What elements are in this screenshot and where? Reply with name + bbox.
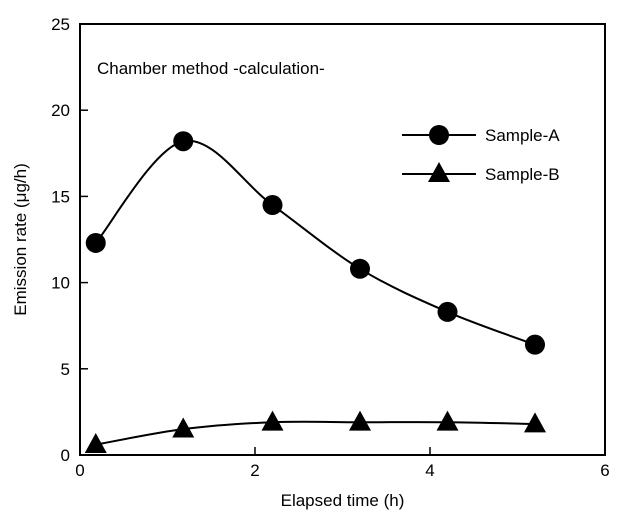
series-markers	[84, 131, 546, 454]
data-point-sample-b	[172, 417, 195, 438]
axis-ticks: 0 2 4 6 0 5 10 15 20 25	[51, 15, 610, 480]
data-point-sample-a	[437, 301, 458, 322]
legend-sample-a-marker	[429, 125, 449, 145]
y-tick-label: 5	[61, 360, 70, 379]
data-point-sample-a	[350, 258, 370, 279]
legend-sample-b-marker	[428, 162, 450, 182]
data-point-sample-b	[261, 410, 284, 431]
data-point-sample-a	[85, 232, 106, 253]
legend: Sample-A Sample-B	[402, 125, 560, 184]
legend-entry-sample-b: Sample-B	[402, 162, 560, 184]
data-point-sample-b	[524, 412, 546, 433]
y-tick-label: 0	[61, 446, 70, 465]
data-point-sample-b	[84, 433, 107, 454]
y-tick-label: 25	[51, 15, 70, 34]
x-tick-label: 2	[250, 461, 259, 480]
data-point-sample-a	[173, 131, 194, 152]
plot-frame	[79, 23, 606, 456]
data-point-sample-b	[349, 410, 371, 431]
data-point-sample-a	[525, 334, 545, 355]
x-axis-label: Elapsed time (h)	[281, 491, 405, 510]
data-point-sample-b	[436, 410, 459, 431]
data-point-sample-a	[262, 195, 283, 216]
y-tick-label: 10	[51, 274, 70, 293]
y-tick-label: 15	[51, 187, 70, 206]
y-tick-label: 20	[51, 101, 70, 120]
legend-sample-a-label: Sample-A	[485, 126, 560, 145]
y-axis-label: Emission rate (μg/h)	[11, 163, 30, 315]
x-tick-label: 0	[75, 461, 84, 480]
chart-annotation: Chamber method -calculation-	[97, 59, 325, 78]
series-line-sample-a	[94, 139, 536, 346]
legend-sample-b-label: Sample-B	[485, 165, 560, 184]
legend-entry-sample-a: Sample-A	[402, 125, 560, 145]
series-line-sample-b	[95, 420, 536, 446]
x-tick-label: 6	[600, 461, 609, 480]
series-lines	[94, 139, 536, 446]
x-tick-label: 4	[425, 461, 434, 480]
